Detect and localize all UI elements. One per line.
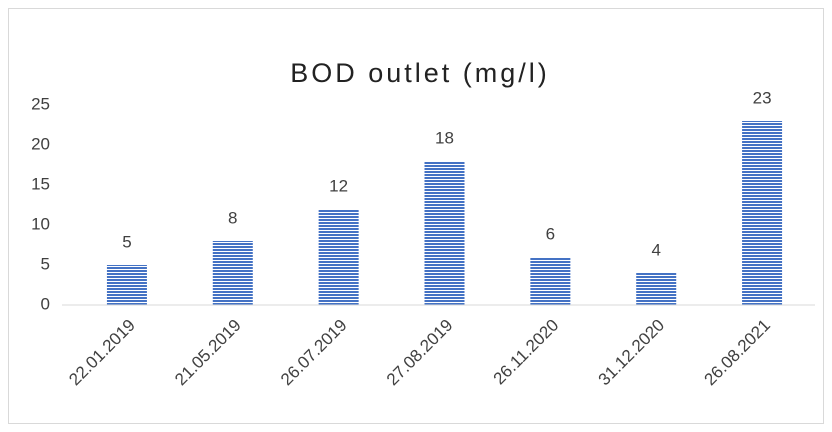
data-label: 12 <box>329 176 348 195</box>
y-tick-label: 15 <box>31 174 50 193</box>
y-tick-label: 0 <box>41 294 50 313</box>
chart-title: BOD outlet (mg/l) <box>290 58 550 88</box>
bar <box>530 257 571 305</box>
y-tick-label: 25 <box>31 94 50 113</box>
bar <box>106 265 147 305</box>
x-tick-label: 27.08.2019 <box>383 316 457 390</box>
data-label: 6 <box>546 224 555 243</box>
x-tick-label: 31.12.2020 <box>595 316 669 390</box>
y-tick-label: 20 <box>31 134 50 153</box>
y-tick-label: 5 <box>41 254 50 273</box>
data-label: 23 <box>753 88 772 107</box>
x-tick-label: 21.05.2019 <box>171 316 245 390</box>
data-label: 5 <box>122 232 131 251</box>
x-tick-label: 26.07.2019 <box>277 316 351 390</box>
bar <box>742 121 783 305</box>
x-tick-label: 22.01.2019 <box>65 316 139 390</box>
data-label: 8 <box>228 208 237 227</box>
bar <box>636 273 677 305</box>
bar <box>212 241 253 305</box>
y-tick-label: 10 <box>31 214 50 233</box>
data-label: 4 <box>651 240 660 259</box>
x-tick-label: 26.11.2020 <box>490 316 563 389</box>
chart-border <box>8 8 824 424</box>
x-tick-label: 26.08.2021 <box>700 316 774 390</box>
bar <box>318 209 359 305</box>
bar <box>424 161 465 305</box>
data-label: 18 <box>435 128 454 147</box>
